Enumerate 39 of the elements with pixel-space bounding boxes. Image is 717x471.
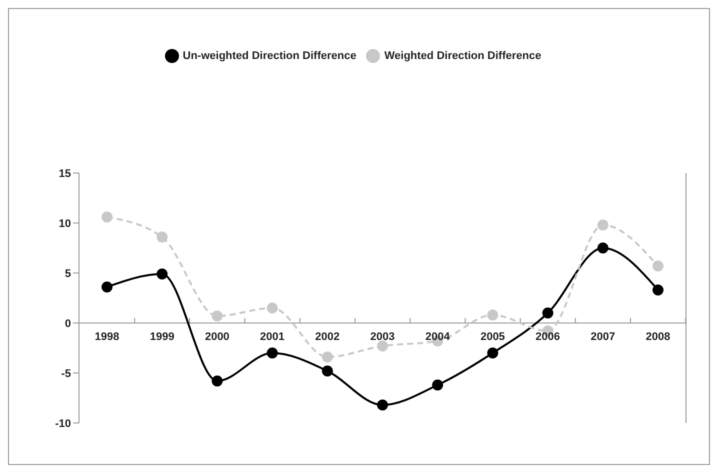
x-tick-label: 2007 [590, 331, 616, 343]
y-tick-label: 10 [58, 218, 71, 230]
x-tick-label: 1998 [94, 331, 120, 343]
point [266, 302, 278, 314]
point [597, 242, 608, 254]
point [102, 282, 112, 292]
point [542, 308, 554, 318]
point [212, 310, 223, 322]
legend-label: Weighted Direction Difference [384, 50, 542, 62]
point [652, 260, 664, 272]
x-tick-label: 2006 [536, 331, 560, 343]
y-tick-label: -5 [61, 368, 71, 380]
point [432, 380, 444, 390]
legend-label: Un-weighted Direction Difference [182, 50, 356, 62]
x-tick-label: 2008 [646, 331, 670, 343]
x-tick-label: 2000 [204, 331, 230, 343]
point [487, 348, 498, 358]
point [322, 366, 333, 376]
point [487, 310, 498, 320]
x-tick-label: 2002 [315, 331, 340, 343]
point [102, 212, 112, 222]
point [212, 376, 223, 386]
point [652, 284, 664, 296]
point [322, 352, 333, 362]
point [377, 340, 388, 352]
point [266, 348, 278, 358]
point [377, 400, 388, 410]
point [156, 232, 168, 242]
y-tick-label: -10 [55, 418, 71, 430]
point [597, 220, 608, 230]
x-tick-label: 2005 [480, 331, 505, 343]
point [156, 268, 168, 280]
x-tick-label: 2001 [260, 331, 285, 343]
y-tick-label: 15 [58, 168, 71, 180]
x-tick-label: 1999 [150, 331, 174, 343]
y-tick-label: 5 [64, 268, 71, 280]
x-tick-label: 2003 [370, 331, 395, 343]
y-tick-label: 0 [64, 318, 71, 330]
x-tick-label: 2004 [425, 331, 451, 343]
